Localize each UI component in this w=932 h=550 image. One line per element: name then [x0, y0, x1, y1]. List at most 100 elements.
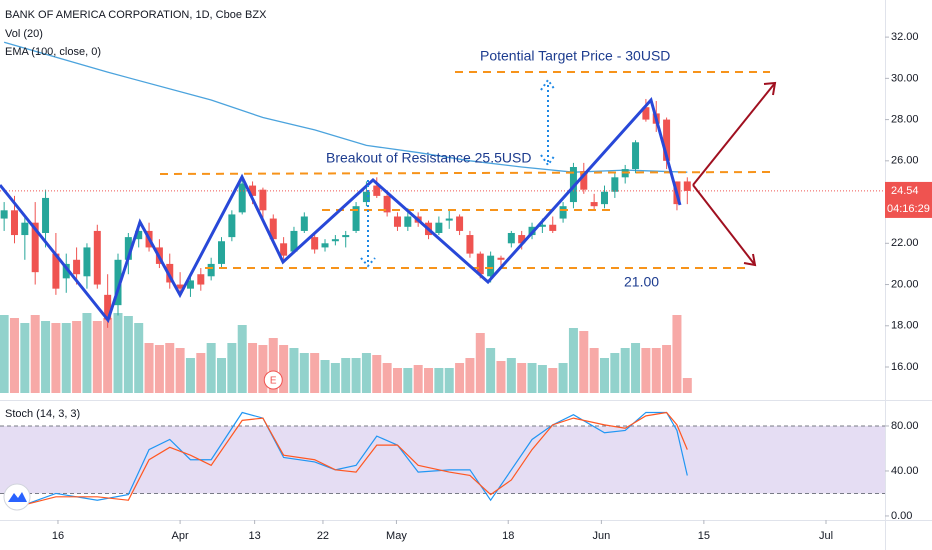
- candle-body: [456, 216, 464, 231]
- volume-bar: [424, 368, 434, 393]
- volume-bar: [372, 355, 382, 393]
- volume-bar: [361, 353, 371, 393]
- x-tick-label: Apr: [172, 530, 189, 542]
- volume-bar: [517, 363, 527, 393]
- candle-body: [549, 224, 557, 231]
- volume-bar: [599, 358, 609, 393]
- volume-bar: [279, 345, 289, 393]
- candle-body: [42, 197, 50, 233]
- x-tick-label: 13: [249, 530, 261, 542]
- volume-bar: [123, 316, 133, 393]
- volume-bar: [579, 331, 589, 393]
- candle-body: [518, 235, 526, 244]
- volume-bar: [413, 365, 423, 393]
- candle-body: [642, 107, 650, 120]
- volume-bar: [0, 315, 9, 393]
- volume-bar: [248, 343, 258, 393]
- volume-bar: [9, 318, 19, 393]
- volume-bar: [185, 358, 195, 393]
- volume-bar: [30, 315, 40, 393]
- x-tick-label: Jul: [819, 530, 833, 542]
- candle-body: [10, 210, 18, 236]
- candle-body: [683, 181, 691, 191]
- last-price-label: 24.54: [891, 185, 919, 197]
- candle-body: [331, 239, 339, 242]
- volume-bar: [631, 343, 641, 393]
- volume-bar: [134, 323, 144, 393]
- volume-bar: [506, 358, 516, 393]
- y-tick-label: 26.00: [891, 155, 919, 167]
- volume-bar: [537, 365, 547, 393]
- candle-body: [311, 237, 319, 250]
- candle-body: [445, 218, 453, 221]
- x-tick-label: 18: [502, 530, 514, 542]
- candle-body: [487, 255, 495, 277]
- volume-bar: [113, 313, 123, 393]
- volume-bar: [82, 313, 92, 393]
- volume-bar: [465, 358, 475, 393]
- volume-bar: [258, 345, 268, 393]
- volume-bar: [237, 325, 247, 393]
- volume-bar: [341, 358, 351, 393]
- x-tick-label: Jun: [593, 530, 611, 542]
- volume-bar: [455, 363, 465, 393]
- volume-bar: [403, 368, 413, 393]
- volume-bar: [92, 321, 102, 393]
- candle-body: [352, 206, 360, 231]
- candle-body: [73, 259, 81, 275]
- volume-bar: [175, 348, 185, 393]
- indicator-label: EMA (100, close, 0): [5, 46, 101, 58]
- volume-bar: [620, 348, 630, 393]
- volume-bar: [610, 353, 620, 393]
- volume-bar: [548, 368, 558, 393]
- y-tick-label: 28.00: [891, 113, 919, 125]
- volume-bar: [568, 328, 578, 393]
- candle-body: [280, 243, 288, 256]
- candle-body: [538, 224, 546, 227]
- volume-bar: [268, 338, 278, 393]
- candle-body: [383, 195, 391, 213]
- candle-body: [93, 230, 101, 285]
- arrow-head: [763, 81, 777, 96]
- volume-bar: [444, 368, 454, 393]
- volume-bar: [154, 345, 164, 393]
- x-tick-label: 22: [317, 530, 329, 542]
- candle-body: [21, 222, 29, 236]
- volume-bar: [217, 358, 227, 393]
- candle-body: [83, 247, 91, 277]
- volume-bar: [72, 321, 82, 393]
- stoch-line: [24, 411, 688, 506]
- stoch-line: [24, 411, 688, 506]
- candle-body: [0, 210, 8, 219]
- candle-body: [611, 177, 619, 192]
- x-tick-label: 16: [52, 530, 64, 542]
- candle-body: [362, 191, 370, 203]
- candle-body: [290, 230, 298, 252]
- y-tick-label: 40.00: [891, 465, 919, 477]
- candle-body: [218, 241, 226, 264]
- y-tick-label: 20.00: [891, 278, 919, 290]
- arrow-head: [360, 257, 376, 268]
- arrow-head: [540, 78, 556, 91]
- candle-body: [321, 243, 329, 248]
- volume-bar: [392, 368, 402, 393]
- drawings: [0, 71, 777, 324]
- x-tick-label: May: [386, 530, 407, 542]
- volume-bar: [662, 345, 672, 393]
- candle-body: [632, 142, 640, 170]
- earnings-label: E: [270, 376, 277, 387]
- volume-bar: [41, 321, 51, 393]
- candle-body: [52, 253, 60, 289]
- volume-bar: [227, 343, 237, 393]
- volume-bar: [320, 360, 330, 393]
- candle-body: [342, 235, 350, 238]
- candle-body: [186, 280, 194, 289]
- candle-body: [135, 230, 143, 240]
- candle-body: [207, 263, 215, 277]
- candle-body: [269, 218, 277, 240]
- arrow: [692, 82, 776, 186]
- volume-bar: [672, 315, 682, 393]
- candle-body: [373, 185, 381, 196]
- candle-body: [228, 214, 236, 238]
